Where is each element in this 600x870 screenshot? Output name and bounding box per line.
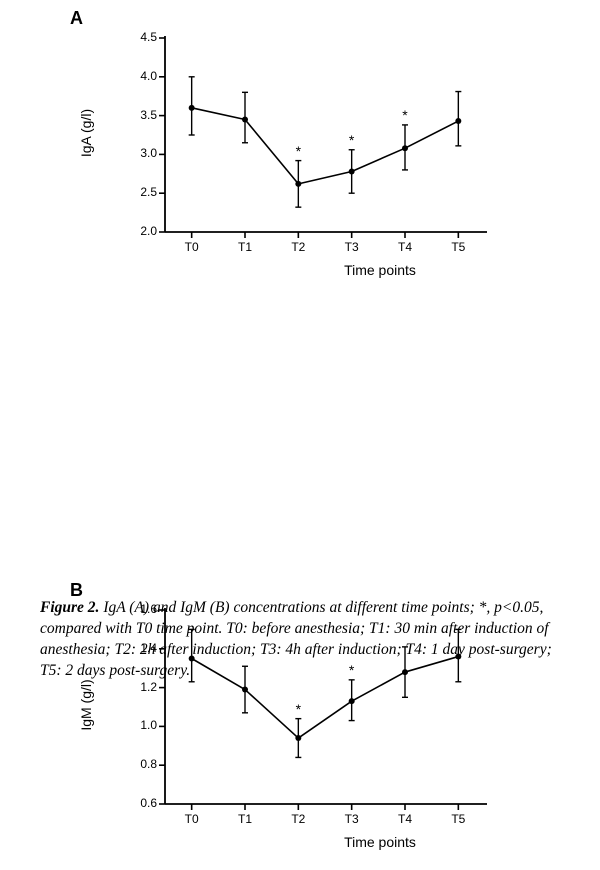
significance-star: * [399,107,411,123]
xtick-label: T5 [443,240,473,254]
data-marker [402,145,408,151]
xtick-label: T0 [177,812,207,826]
figure-caption: Figure 2. IgA (A) and IgM (B) concentrat… [40,598,560,682]
xtick-label: T3 [337,812,367,826]
xtick-label: T3 [337,240,367,254]
x-axis-label: Time points [320,834,440,850]
data-marker [349,698,355,704]
caption-body: IgA (A) and IgM (B) concentrations at di… [40,599,552,679]
y-axis-label: IgA (g/l) [78,93,94,173]
xtick-label: T4 [390,812,420,826]
ytick-label: 4.0 [125,69,157,83]
figure-wrap: A 2.0 2.5 3.0 3.5 4.0 4.5 T0 T1 T2 T3 T4 T5 * * * IgA (g… [0,0,600,580]
ytick-label: 2.0 [125,224,157,238]
xtick-label: T0 [177,240,207,254]
xtick-label: T4 [390,240,420,254]
xtick-label: T1 [230,240,260,254]
data-marker [349,168,355,174]
significance-star: * [292,701,304,717]
xtick-label: T1 [230,812,260,826]
chart-svg [135,30,505,240]
panel-label: A [70,8,83,29]
ytick-label: 2.5 [125,185,157,199]
data-marker [295,181,301,187]
data-marker [242,687,248,693]
panel-a: A 2.0 2.5 3.0 3.5 4.0 4.5 T0 T1 T2 T3 T4 T5 * * * IgA (g… [0,0,600,290]
ytick-label: 4.5 [125,30,157,44]
chart-area [135,30,505,240]
data-marker [455,118,461,124]
data-marker [189,105,195,111]
xtick-label: T2 [283,812,313,826]
ytick-label: 1.2 [125,680,157,694]
x-axis-label: Time points [320,262,440,278]
data-marker [295,735,301,741]
ytick-label: 1.0 [125,718,157,732]
series-line [192,108,459,184]
xtick-label: T5 [443,812,473,826]
ytick-label: 3.5 [125,108,157,122]
data-marker [242,116,248,122]
ytick-label: 0.6 [125,796,157,810]
ytick-label: 3.0 [125,146,157,160]
significance-star: * [346,132,358,148]
ytick-label: 0.8 [125,757,157,771]
caption-title: Figure 2. [40,599,99,616]
xtick-label: T2 [283,240,313,254]
significance-star: * [292,143,304,159]
